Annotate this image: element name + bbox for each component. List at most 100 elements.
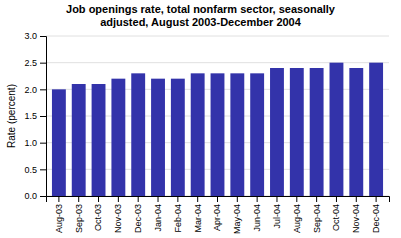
x-tick: Jun-04	[252, 196, 262, 232]
y-tick-label: 1.5	[24, 111, 37, 121]
x-tick-mark	[237, 196, 238, 202]
y-tick: 0.0	[24, 191, 46, 201]
y-tick: 1.5	[24, 111, 46, 121]
bar	[211, 73, 225, 196]
x-tick: Nov-04	[351, 196, 361, 233]
x-tick-label: Oct-04	[331, 204, 341, 231]
bar	[131, 73, 145, 196]
x-tick-label: Nov-04	[351, 204, 361, 233]
x-tick-mark	[316, 196, 317, 202]
x-tick-label: Sep-03	[74, 204, 84, 233]
x-tick-mark	[177, 196, 178, 202]
x-tick-label: Jul-04	[272, 204, 282, 229]
title: Job openings rate, total nonfarm sector,…	[66, 3, 336, 28]
x-tick-mark	[296, 196, 297, 202]
bar	[111, 79, 125, 196]
x-tick: Nov-03	[113, 196, 123, 233]
x-tick-label: Aug-04	[292, 204, 302, 233]
x-tick-mark	[197, 196, 198, 202]
x-tick: Aug-03	[54, 196, 64, 233]
x-tick-mark	[78, 196, 79, 202]
x-tick: Jul-04	[272, 196, 282, 229]
y-tick-mark	[40, 63, 46, 64]
y-tick: 2.0	[24, 85, 46, 95]
x-tick: Aug-04	[292, 196, 302, 233]
x-tick: Sep-04	[312, 196, 322, 233]
bar	[191, 73, 205, 196]
y-tick-label: 0.0	[24, 191, 37, 201]
y-axis-label: Rate (percent)	[6, 84, 17, 148]
bar	[290, 68, 304, 196]
x-tick-label: Jan-04	[153, 204, 163, 232]
x-tick-label: Jun-04	[252, 204, 262, 232]
x-tick-mark	[356, 196, 357, 202]
y-tick-label: 2.5	[24, 58, 37, 68]
y-tick-mark	[40, 143, 46, 144]
y-tick-mark	[40, 169, 46, 170]
y-tick-mark	[40, 196, 46, 197]
bar	[52, 89, 66, 196]
grid-line	[46, 36, 389, 37]
y-tick-label: 1.0	[24, 138, 37, 148]
x-tick-mark	[98, 196, 99, 202]
bars	[52, 63, 383, 196]
title-line: Job openings rate, total nonfarm sector,…	[66, 3, 336, 15]
x-tick: May-04	[232, 196, 242, 234]
x-tick-mark	[217, 196, 218, 202]
x-tick-mark	[376, 196, 377, 202]
x-tick-mark	[58, 196, 59, 202]
x-tick-label: Mar-04	[193, 204, 203, 233]
x-tick-label: Dec-04	[371, 204, 381, 233]
bar	[369, 63, 383, 196]
plot: 0.0 0.5 1.0 1.5 2.0 2.5 3.0 Aug-03 Sep-03 Oct-03 N…	[24, 31, 389, 234]
x-tick: Oct-04	[331, 196, 341, 231]
x-tick-label: Sep-04	[312, 204, 322, 233]
x-tick-mark	[118, 196, 119, 202]
x-tick-mark	[158, 196, 159, 202]
x-axis: Aug-03 Sep-03 Oct-03 Nov-03 Dec-03 Jan-04 Feb-…	[47, 196, 390, 234]
chart: Job openings rate, total nonfarm sector,…	[0, 0, 401, 238]
x-tick: Apr-04	[212, 196, 222, 231]
bar	[349, 68, 363, 196]
grid	[46, 36, 389, 196]
x-tick: Feb-04	[173, 196, 183, 233]
x-tick: Jan-04	[153, 196, 163, 232]
y-tick-mark	[40, 36, 46, 37]
x-tick-mark	[336, 196, 337, 202]
title-line: adjusted, August 2003-December 2004	[100, 16, 302, 28]
axis-line	[40, 37, 47, 197]
x-tick-label: Apr-04	[212, 204, 222, 231]
y-tick: 0.5	[24, 165, 46, 175]
bar	[270, 68, 284, 196]
x-tick: Mar-04	[193, 196, 203, 233]
y-tick: 2.5	[24, 58, 46, 68]
y-tick: 1.0	[24, 138, 46, 148]
x-tick-label: Nov-03	[113, 204, 123, 233]
bar	[310, 68, 324, 196]
bar	[171, 79, 185, 196]
y-tick: 3.0	[24, 31, 46, 41]
x-tick-mark	[276, 196, 277, 202]
x-tick: Dec-04	[371, 196, 381, 233]
x-tick-label: Dec-03	[133, 204, 143, 233]
axis-line	[47, 197, 390, 203]
x-tick-label: May-04	[232, 204, 242, 234]
x-tick: Oct-03	[93, 196, 103, 231]
y-axis: 0.0 0.5 1.0 1.5 2.0 2.5 3.0	[24, 31, 46, 201]
bar	[92, 84, 106, 196]
x-tick-mark	[138, 196, 139, 202]
bar	[330, 63, 344, 196]
x-tick-label: Aug-03	[54, 204, 64, 233]
x-tick-label: Feb-04	[173, 204, 183, 233]
bar	[72, 84, 86, 196]
bar	[151, 79, 165, 196]
bar	[230, 73, 244, 196]
x-tick: Sep-03	[74, 196, 84, 233]
bar	[250, 73, 264, 196]
x-tick-label: Oct-03	[93, 204, 103, 231]
x-tick-mark	[257, 196, 258, 202]
y-tick-label: 3.0	[24, 31, 37, 41]
y-tick-label: 2.0	[24, 85, 37, 95]
y-tick-label: 0.5	[24, 165, 37, 175]
y-tick-mark	[40, 116, 46, 117]
